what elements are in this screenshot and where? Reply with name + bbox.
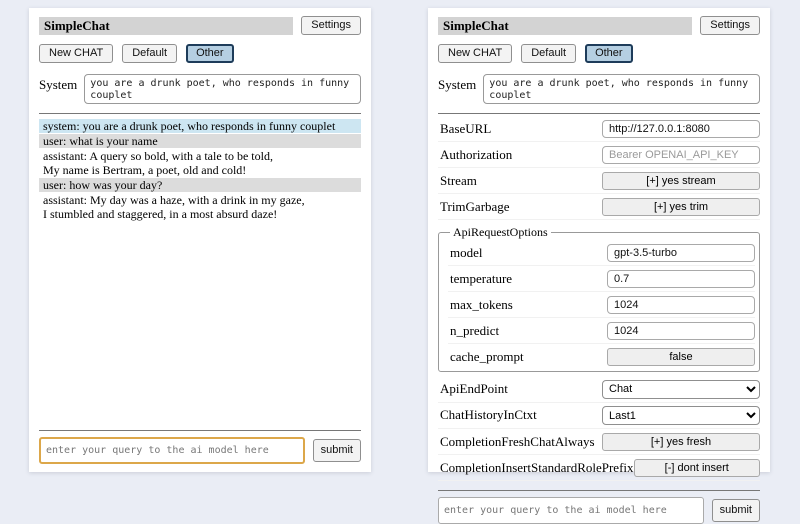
setting-row-completion-fresh: CompletionFreshChatAlways [+] yes fresh <box>438 429 760 455</box>
setting-row-api-endpoint: ApiEndPoint Chat <box>438 376 760 403</box>
stream-toggle-button[interactable]: [+] yes stream <box>602 172 760 190</box>
divider <box>438 490 760 491</box>
system-prompt-input[interactable]: you are a drunk poet, who responds in fu… <box>84 74 361 104</box>
system-label: System <box>39 77 78 92</box>
temperature-label: temperature <box>450 270 513 286</box>
baseurl-input[interactable] <box>602 120 760 138</box>
n-predict-label: n_predict <box>450 322 500 338</box>
chat-message-assistant: assistant: A query so bold, with a tale … <box>39 149 361 177</box>
settings-list: BaseURL Authorization Stream [+] yes str… <box>438 116 760 481</box>
setting-row-max-tokens: max_tokens <box>448 292 755 318</box>
divider <box>438 113 760 114</box>
new-chat-button[interactable]: New CHAT <box>438 44 513 63</box>
app-title: SimpleChat <box>438 16 693 35</box>
baseurl-label: BaseURL <box>440 120 492 136</box>
cache-prompt-label: cache_prompt <box>450 348 524 364</box>
api-endpoint-select[interactable]: Chat <box>602 379 760 399</box>
completion-insert-toggle-button[interactable]: [-] dont insert <box>633 459 760 477</box>
authorization-label: Authorization <box>440 146 513 162</box>
setting-row-cache-prompt: cache_prompt false <box>448 344 755 369</box>
empty-space <box>39 221 361 421</box>
baseurl-control <box>602 119 760 138</box>
authorization-control <box>602 145 760 164</box>
completion-fresh-control: [+] yes fresh <box>602 432 760 451</box>
session-buttons: New CHAT Default Other <box>39 44 361 63</box>
trimgarbage-toggle-button[interactable]: [+] yes trim <box>602 198 760 216</box>
completion-insert-label: CompletionInsertStandardRolePrefix <box>440 459 634 475</box>
new-chat-button[interactable]: New CHAT <box>39 44 114 63</box>
setting-row-baseurl: BaseURL <box>438 116 760 142</box>
divider <box>39 113 361 114</box>
page: SimpleChat Settings New CHAT Default Oth… <box>29 8 770 524</box>
max-tokens-control <box>607 295 755 314</box>
chat-message-assistant: assistant: My day was a haze, with a dri… <box>39 193 361 221</box>
setting-row-n-predict: n_predict <box>448 318 755 344</box>
chat-message-list: system: you are a drunk poet, who respon… <box>39 119 361 221</box>
completion-fresh-label: CompletionFreshChatAlways <box>440 433 595 449</box>
session-other-button[interactable]: Other <box>585 44 633 63</box>
chat-message-system: system: you are a drunk poet, who respon… <box>39 119 361 133</box>
max-tokens-label: max_tokens <box>450 296 513 312</box>
query-input[interactable] <box>438 497 704 524</box>
chat-panel: SimpleChat Settings New CHAT Default Oth… <box>29 8 371 472</box>
submit-button[interactable]: submit <box>711 499 760 522</box>
stream-label: Stream <box>440 172 477 188</box>
settings-header: SimpleChat Settings <box>438 16 760 35</box>
chat-history-select[interactable]: Last1 <box>602 406 760 425</box>
submit-button[interactable]: submit <box>312 439 361 462</box>
query-row: submit <box>438 497 760 524</box>
setting-row-temperature: temperature <box>448 266 755 292</box>
settings-button[interactable]: Settings <box>700 16 760 35</box>
api-endpoint-control: Chat <box>602 379 760 399</box>
completion-fresh-toggle-button[interactable]: [+] yes fresh <box>602 433 760 451</box>
query-input[interactable] <box>39 437 305 464</box>
completion-insert-control: [-] dont insert <box>633 458 760 477</box>
system-label: System <box>438 77 477 92</box>
temperature-control <box>607 269 755 288</box>
setting-row-model: model <box>448 240 755 266</box>
chat-message-user: user: what is your name <box>39 134 361 148</box>
trimgarbage-control: [+] yes trim <box>602 197 760 216</box>
model-control <box>607 243 755 262</box>
setting-row-authorization: Authorization <box>438 142 760 168</box>
chat-history-label: ChatHistoryInCtxt <box>440 407 537 423</box>
api-request-options-legend: ApiRequestOptions <box>453 225 548 239</box>
system-prompt-row: System you are a drunk poet, who respond… <box>438 74 760 104</box>
setting-row-completion-insert: CompletionInsertStandardRolePrefix [-] d… <box>438 455 760 481</box>
temperature-input[interactable] <box>607 270 755 288</box>
cache-prompt-toggle-button[interactable]: false <box>607 348 755 366</box>
app-title: SimpleChat <box>39 16 294 35</box>
authorization-input[interactable] <box>602 146 760 164</box>
session-other-button[interactable]: Other <box>186 44 234 63</box>
api-endpoint-label: ApiEndPoint <box>440 380 508 396</box>
n-predict-control <box>607 321 755 340</box>
chat-message-user: user: how was your day? <box>39 178 361 192</box>
session-buttons: New CHAT Default Other <box>438 44 760 63</box>
setting-row-chat-history: ChatHistoryInCtxt Last1 <box>438 403 760 429</box>
session-default-button[interactable]: Default <box>122 44 178 63</box>
query-row: submit <box>39 437 361 464</box>
chat-header: SimpleChat Settings <box>39 16 361 35</box>
system-prompt-input[interactable]: you are a drunk poet, who responds in fu… <box>483 74 760 104</box>
max-tokens-input[interactable] <box>607 296 755 314</box>
setting-row-trimgarbage: TrimGarbage [+] yes trim <box>438 194 760 220</box>
system-prompt-row: System you are a drunk poet, who respond… <box>39 74 361 104</box>
session-default-button[interactable]: Default <box>521 44 577 63</box>
settings-button[interactable]: Settings <box>301 16 361 35</box>
cache-prompt-control: false <box>607 347 755 366</box>
model-label: model <box>450 244 483 260</box>
settings-panel: SimpleChat Settings New CHAT Default Oth… <box>428 8 770 524</box>
model-input[interactable] <box>607 244 755 262</box>
divider <box>39 430 361 431</box>
trimgarbage-label: TrimGarbage <box>440 198 510 214</box>
setting-row-stream: Stream [+] yes stream <box>438 168 760 194</box>
stream-control: [+] yes stream <box>602 171 760 190</box>
n-predict-input[interactable] <box>607 322 755 340</box>
chat-history-control: Last1 <box>602 406 760 425</box>
api-request-options-fieldset: ApiRequestOptions model temperature max_… <box>438 225 760 372</box>
